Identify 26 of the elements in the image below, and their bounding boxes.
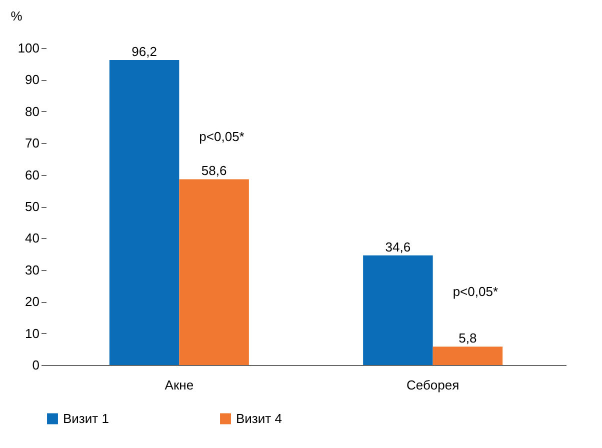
y-tick-label: 60 xyxy=(25,167,40,182)
x-tick-label: Себорея xyxy=(406,378,460,392)
legend-label: Визит 4 xyxy=(236,410,282,426)
y-tick-label: 80 xyxy=(25,104,40,119)
bar xyxy=(109,60,180,365)
y-tick-label: 50 xyxy=(25,199,40,214)
y-tick-label: 20 xyxy=(25,294,40,310)
data-label: 58,6 xyxy=(201,163,227,178)
y-tick-label: 100 xyxy=(18,40,40,56)
annotation: p<0,05* xyxy=(452,284,498,300)
bar xyxy=(363,255,433,365)
y-tick-label: 40 xyxy=(25,230,40,246)
y-axis-title: % xyxy=(10,8,23,24)
y-tick-label: 70 xyxy=(25,136,40,151)
x-tick-label: Акне xyxy=(164,378,194,392)
data-label: 34,6 xyxy=(385,239,411,254)
y-tick-label: 30 xyxy=(25,262,40,278)
y-tick-label: 90 xyxy=(25,72,40,88)
bar xyxy=(179,179,249,365)
y-tick-label: 0 xyxy=(32,358,40,372)
bar xyxy=(432,346,503,365)
legend-label: Визит 1 xyxy=(63,410,109,426)
y-tick-label: 10 xyxy=(25,326,40,341)
data-label: 96,2 xyxy=(132,44,157,60)
annotation: p<0,05* xyxy=(199,128,244,144)
data-label: 5,8 xyxy=(458,330,477,346)
